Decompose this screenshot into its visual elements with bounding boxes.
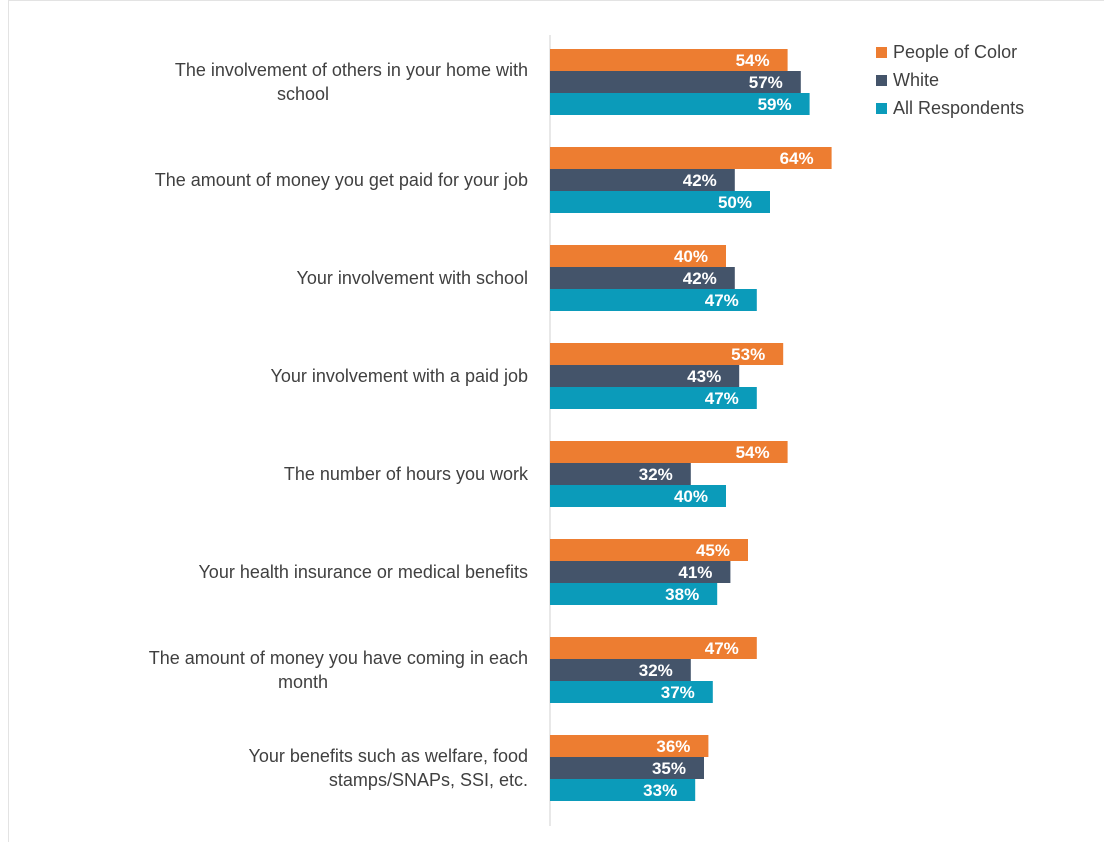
data-label: 33% [643, 781, 677, 800]
category-label: Your benefits such as welfare, food [248, 746, 528, 766]
bar [550, 93, 810, 115]
data-label: 36% [656, 737, 690, 756]
bar [550, 561, 731, 583]
data-label: 53% [731, 345, 765, 364]
category-labels-group: The involvement of others in your home w… [149, 60, 529, 790]
category-label: school [277, 84, 329, 104]
bar [550, 779, 696, 801]
bar [550, 539, 748, 561]
legend: People of Color White All Respondents [876, 38, 1024, 122]
legend-swatch [876, 46, 887, 58]
bar [550, 49, 788, 71]
data-label: 47% [705, 389, 739, 408]
category-label: The amount of money you get paid for you… [155, 170, 528, 190]
category-label: The amount of money you have coming in e… [149, 648, 528, 668]
data-label: 47% [705, 291, 739, 310]
data-label: 57% [749, 73, 783, 92]
bar [550, 147, 832, 169]
chart-frame [8, 0, 1104, 842]
data-label: 43% [687, 367, 721, 386]
category-label: Your involvement with school [297, 268, 528, 288]
legend-item-people-of-color: People of Color [876, 38, 1024, 66]
legend-swatch [876, 74, 887, 86]
data-label: 38% [665, 585, 699, 604]
data-label: 64% [780, 149, 814, 168]
data-label: 35% [652, 759, 686, 778]
category-label: The involvement of others in your home w… [175, 60, 528, 80]
data-label: 47% [705, 639, 739, 658]
bar [550, 387, 757, 409]
category-label: month [278, 672, 328, 692]
legend-label: White [893, 69, 940, 90]
data-label: 37% [661, 683, 695, 702]
bar [550, 191, 770, 213]
data-label: 54% [736, 443, 770, 462]
bar [550, 71, 801, 93]
category-label: stamps/SNAPs, SSI, etc. [329, 770, 528, 790]
data-label: 32% [639, 661, 673, 680]
data-label: 42% [683, 171, 717, 190]
bar [550, 289, 757, 311]
bar [550, 169, 735, 191]
legend-item-white: White [876, 66, 1024, 94]
category-label: Your involvement with a paid job [271, 366, 529, 386]
bar [550, 365, 740, 387]
bar [550, 659, 691, 681]
bar [550, 245, 726, 267]
legend-item-all-respondents: All Respondents [876, 94, 1024, 122]
bar [550, 463, 691, 485]
bar [550, 441, 788, 463]
bar [550, 735, 709, 757]
bar [550, 681, 713, 703]
data-label: 32% [639, 465, 673, 484]
bar [550, 485, 726, 507]
category-label: Your health insurance or medical benefit… [198, 562, 528, 582]
bars-group: 54%57%59%64%42%50%40%42%47%53%43%47%54%3… [550, 49, 832, 801]
data-label: 42% [683, 269, 717, 288]
data-label: 59% [758, 95, 792, 114]
bar [550, 343, 784, 365]
legend-label: People of Color [893, 41, 1018, 62]
bar [550, 757, 704, 779]
bar [550, 583, 718, 605]
bar [550, 267, 735, 289]
data-label: 54% [736, 51, 770, 70]
bar [550, 637, 757, 659]
data-label: 40% [674, 487, 708, 506]
legend-swatch [876, 102, 887, 114]
data-label: 50% [718, 193, 752, 212]
data-label: 45% [696, 541, 730, 560]
data-label: 41% [678, 563, 712, 582]
legend-label: All Respondents [893, 97, 1025, 118]
category-label: The number of hours you work [284, 464, 529, 484]
data-label: 40% [674, 247, 708, 266]
